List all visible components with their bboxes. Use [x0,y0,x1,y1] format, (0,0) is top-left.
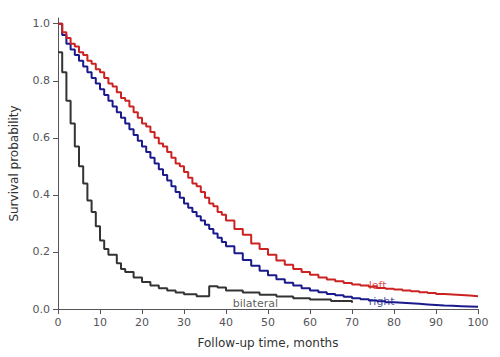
svg-text:0.8: 0.8 [33,74,51,87]
svg-text:right: right [369,295,396,308]
svg-text:0.2: 0.2 [33,245,51,258]
svg-text:40: 40 [219,316,233,329]
svg-text:bilateral: bilateral [233,297,278,310]
svg-text:50: 50 [261,316,275,329]
svg-text:left: left [369,279,388,292]
svg-text:30: 30 [177,316,191,329]
svg-text:70: 70 [345,316,359,329]
svg-text:60: 60 [303,316,317,329]
svg-text:0.4: 0.4 [33,188,51,201]
svg-text:Follow-up time, months: Follow-up time, months [198,336,339,350]
svg-text:20: 20 [135,316,149,329]
svg-text:Survival probability: Survival probability [7,105,21,221]
svg-text:100: 100 [468,316,489,329]
svg-text:0.6: 0.6 [33,131,51,144]
svg-text:0.0: 0.0 [33,303,51,316]
svg-text:80: 80 [387,316,401,329]
svg-text:1.0: 1.0 [33,17,51,30]
svg-text:0: 0 [55,316,62,329]
svg-text:10: 10 [93,316,107,329]
svg-text:90: 90 [429,316,443,329]
